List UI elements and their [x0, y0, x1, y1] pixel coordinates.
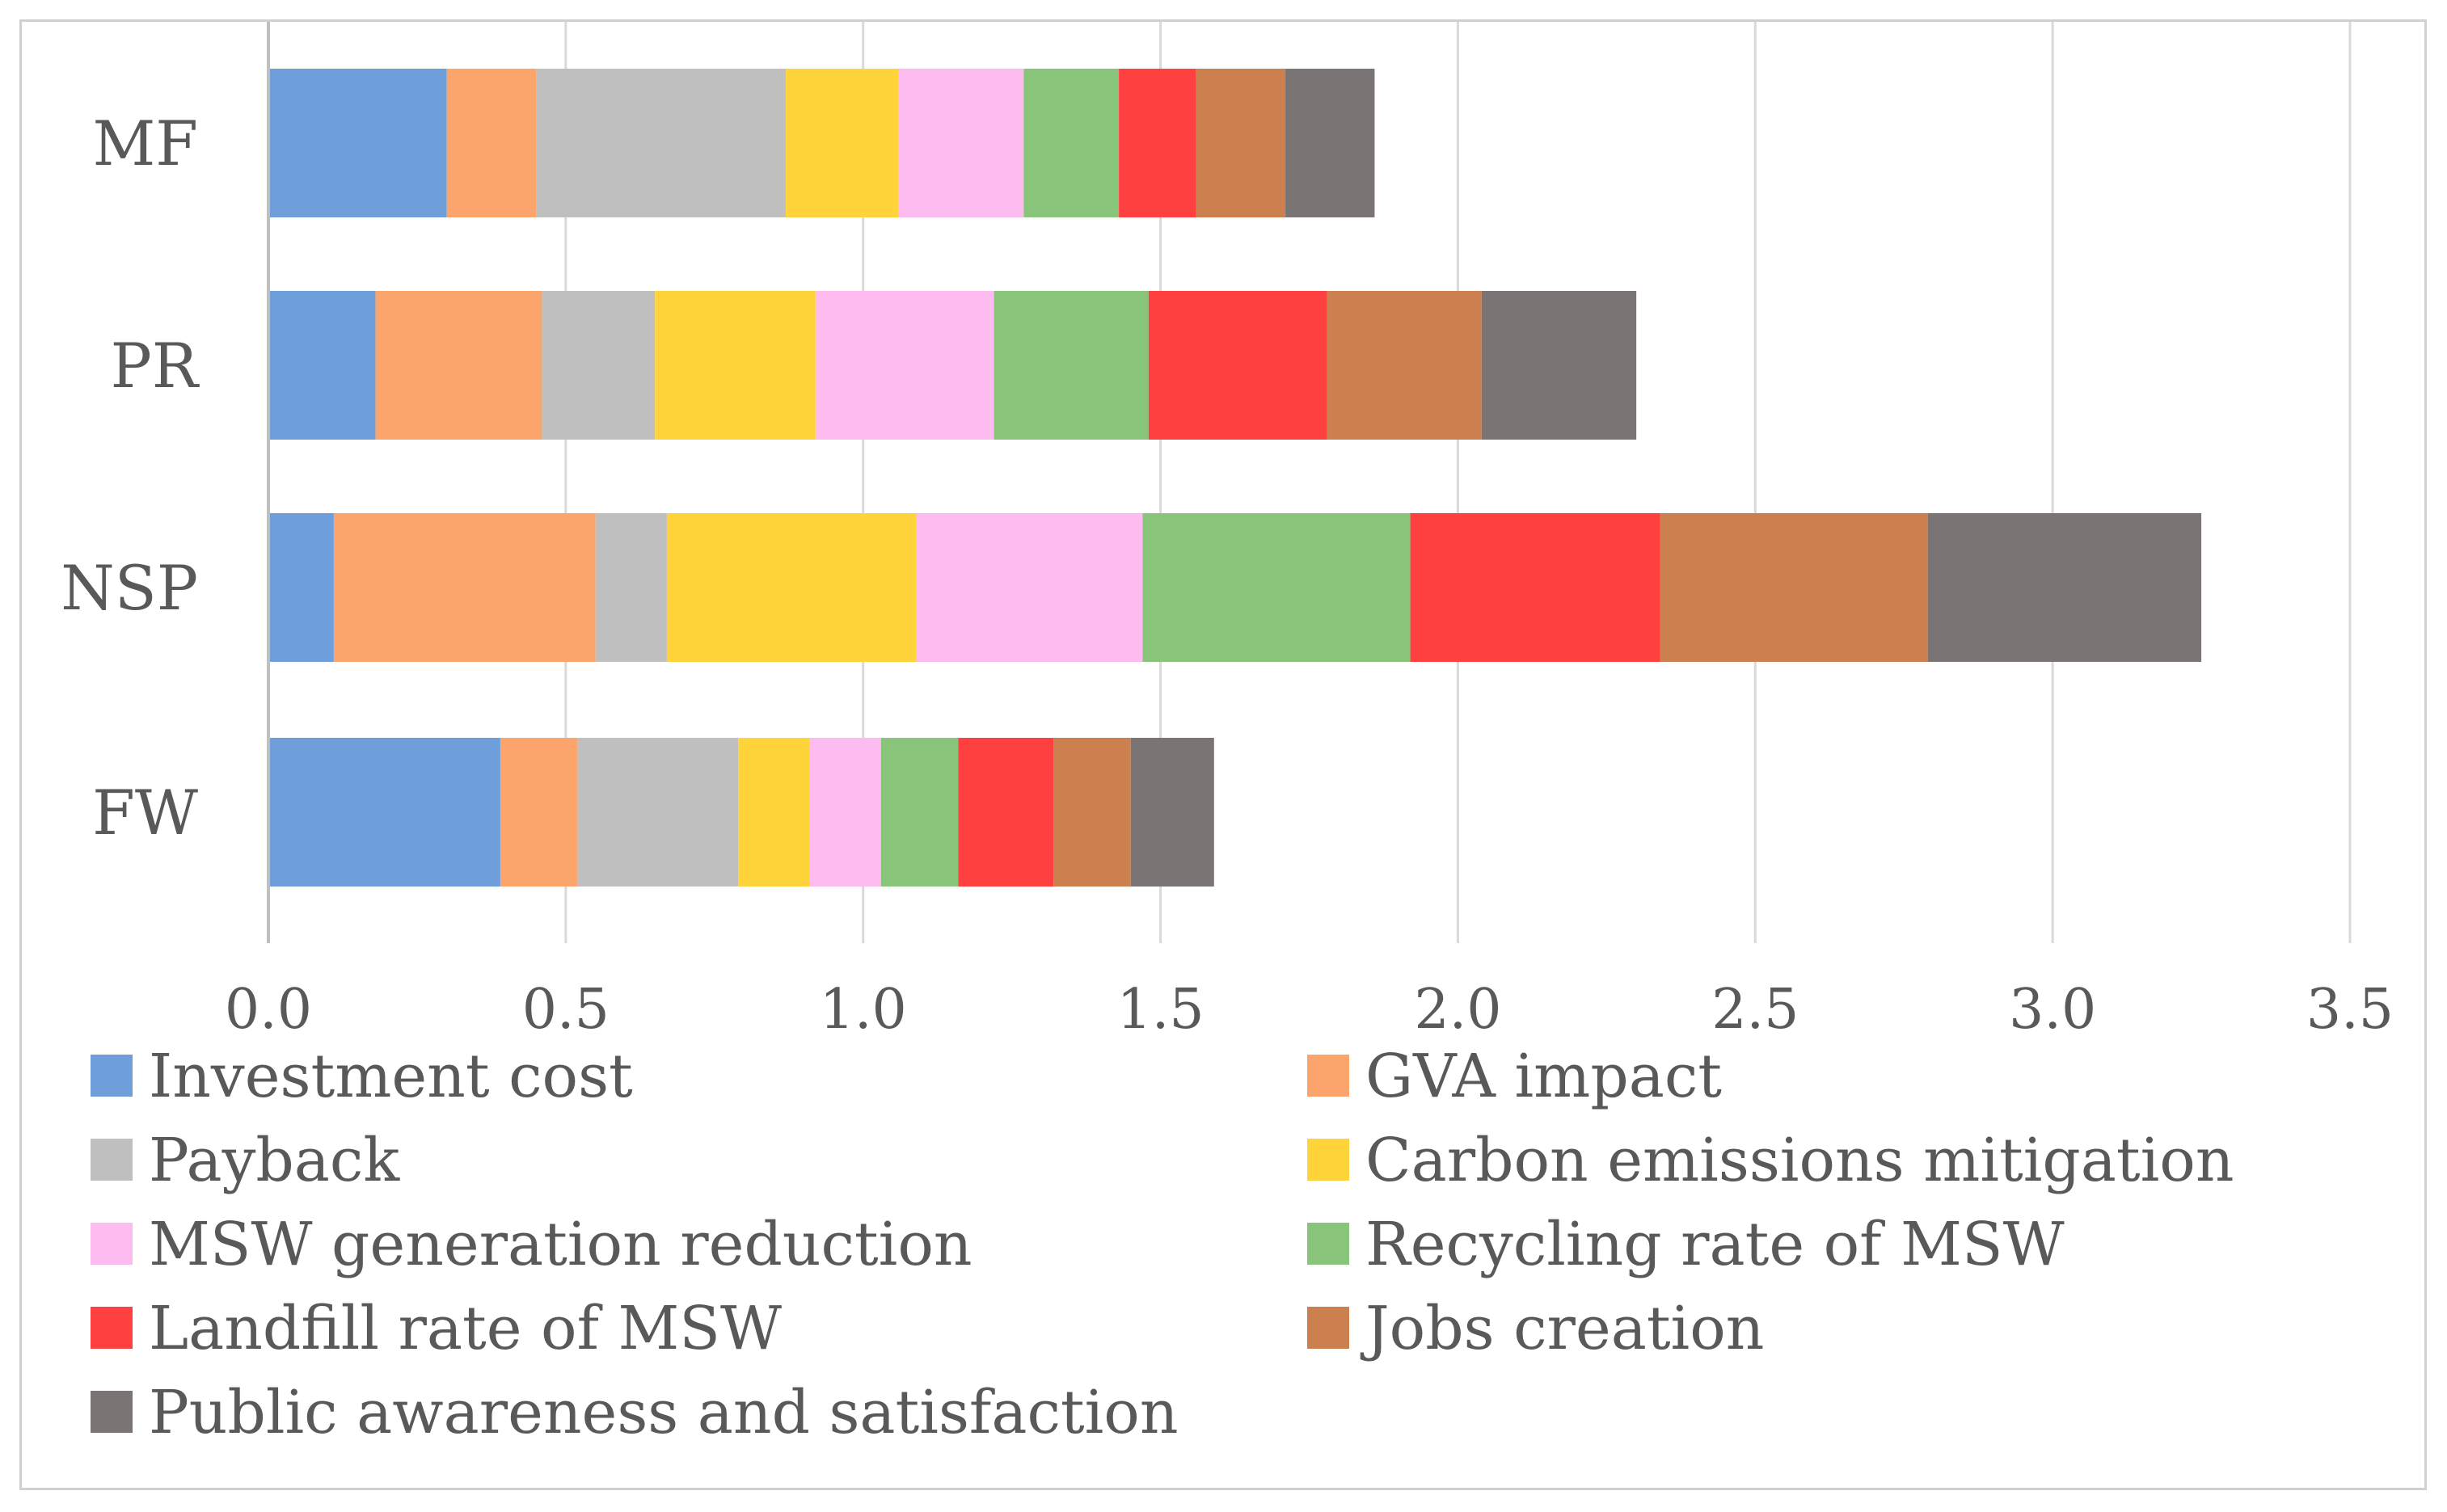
bar-fw-gva-impact — [500, 738, 578, 887]
legend-swatch-msw-generation-reduction — [91, 1223, 133, 1265]
bar-nsp-recycling-rate-of-msw — [1142, 513, 1411, 662]
bar-pr-carbon-emissions-mitigation — [655, 291, 816, 440]
category-label-nsp: NSP — [61, 552, 198, 624]
bar-fw-public-awareness-and-satisfaction — [1130, 738, 1214, 887]
bar-fw-payback — [577, 738, 739, 887]
legend-label-jobs-creation: Jobs creation — [1360, 1294, 1764, 1363]
legend-swatch-payback — [91, 1139, 133, 1181]
bar-nsp-landfill-rate-of-msw — [1410, 513, 1660, 662]
category-label-mf: MF — [92, 107, 198, 179]
bar-mf-recycling-rate-of-msw — [1023, 69, 1120, 217]
bar-mf-gva-impact — [446, 69, 537, 217]
bar-nsp-jobs-creation — [1660, 513, 1928, 662]
bar-nsp-msw-generation-reduction — [916, 513, 1143, 662]
bar-pr-public-awareness-and-satisfaction — [1481, 291, 1637, 440]
bar-pr-investment-cost — [268, 291, 376, 440]
bar-fw-investment-cost — [268, 738, 500, 887]
legend-swatch-recycling-rate-of-msw — [1307, 1223, 1349, 1265]
bar-pr-gva-impact — [375, 291, 542, 440]
bar-mf-investment-cost — [268, 69, 447, 217]
legend-swatch-landfill-rate-of-msw — [91, 1307, 133, 1349]
legend-swatch-investment-cost — [91, 1055, 133, 1097]
category-label-pr: PR — [111, 330, 200, 402]
x-tick-label: 0.0 — [225, 978, 312, 1042]
bar-nsp-public-awareness-and-satisfaction — [1927, 513, 2202, 662]
bar-mf-payback — [536, 69, 787, 217]
bar-nsp-gva-impact — [333, 513, 596, 662]
legend-label-carbon-emissions-mitigation: Carbon emissions mitigation — [1365, 1126, 2234, 1195]
bar-mf-jobs-creation — [1196, 69, 1286, 217]
bar-pr-payback — [542, 291, 656, 440]
legend-swatch-jobs-creation — [1307, 1307, 1349, 1349]
category-labels: MF PR NSP FW — [61, 107, 200, 849]
bar-mf-carbon-emissions-mitigation — [786, 69, 899, 217]
bar-fw-jobs-creation — [1053, 738, 1131, 887]
legend-label-investment-cost: Investment cost — [149, 1042, 633, 1111]
bar-fw-carbon-emissions-mitigation — [738, 738, 810, 887]
legend: Investment cost GVA impact Payback Carbon e… — [91, 1042, 2234, 1447]
bar-pr-landfill-rate-of-msw — [1148, 291, 1327, 440]
x-tick-label: 0.5 — [522, 978, 610, 1042]
x-tick-labels: 0.0 0.5 1.0 1.5 2.0 2.5 3.0 3.5 — [225, 978, 2394, 1042]
bar-mf-msw-generation-reduction — [898, 69, 1024, 217]
bar-pr-jobs-creation — [1327, 291, 1482, 440]
x-tick-label: 2.5 — [1711, 978, 1799, 1042]
category-label-fw: FW — [92, 777, 198, 849]
bar-pr-msw-generation-reduction — [815, 291, 994, 440]
x-tick-label: 2.0 — [1414, 978, 1501, 1042]
x-tick-label: 1.0 — [820, 978, 907, 1042]
legend-swatch-public-awareness-and-satisfaction — [91, 1391, 133, 1433]
legend-label-gva-impact: GVA impact — [1365, 1042, 1722, 1111]
legend-label-msw-generation-reduction: MSW generation reduction — [149, 1210, 972, 1279]
chart-frame: 0.0 0.5 1.0 1.5 2.0 2.5 3.0 3.5 MF PR NSP FW Inves… — [19, 19, 2427, 1490]
x-tick-label: 3.5 — [2306, 978, 2394, 1042]
bars — [268, 69, 2202, 887]
legend-swatch-carbon-emissions-mitigation — [1307, 1139, 1349, 1181]
legend-swatch-gva-impact — [1307, 1055, 1349, 1097]
x-tick-label: 1.5 — [1116, 978, 1204, 1042]
x-tick-label: 3.0 — [2009, 978, 2096, 1042]
legend-label-payback: Payback — [149, 1126, 400, 1195]
bar-pr-recycling-rate-of-msw — [994, 291, 1149, 440]
legend-label-public-awareness-and-satisfaction: Public awareness and satisfaction — [149, 1378, 1179, 1447]
bar-fw-recycling-rate-of-msw — [880, 738, 959, 887]
bar-nsp-payback — [595, 513, 667, 662]
bar-nsp-carbon-emissions-mitigation — [666, 513, 917, 662]
bar-fw-msw-generation-reduction — [809, 738, 881, 887]
bar-nsp-investment-cost — [268, 513, 334, 662]
bar-mf-landfill-rate-of-msw — [1119, 69, 1196, 217]
bar-fw-landfill-rate-of-msw — [958, 738, 1054, 887]
legend-label-landfill-rate-of-msw: Landfill rate of MSW — [149, 1294, 782, 1363]
legend-label-recycling-rate-of-msw: Recycling rate of MSW — [1365, 1210, 2065, 1279]
stacked-bar-chart: 0.0 0.5 1.0 1.5 2.0 2.5 3.0 3.5 MF PR NSP FW Inves… — [61, 22, 2394, 1447]
bar-mf-public-awareness-and-satisfaction — [1285, 69, 1375, 217]
